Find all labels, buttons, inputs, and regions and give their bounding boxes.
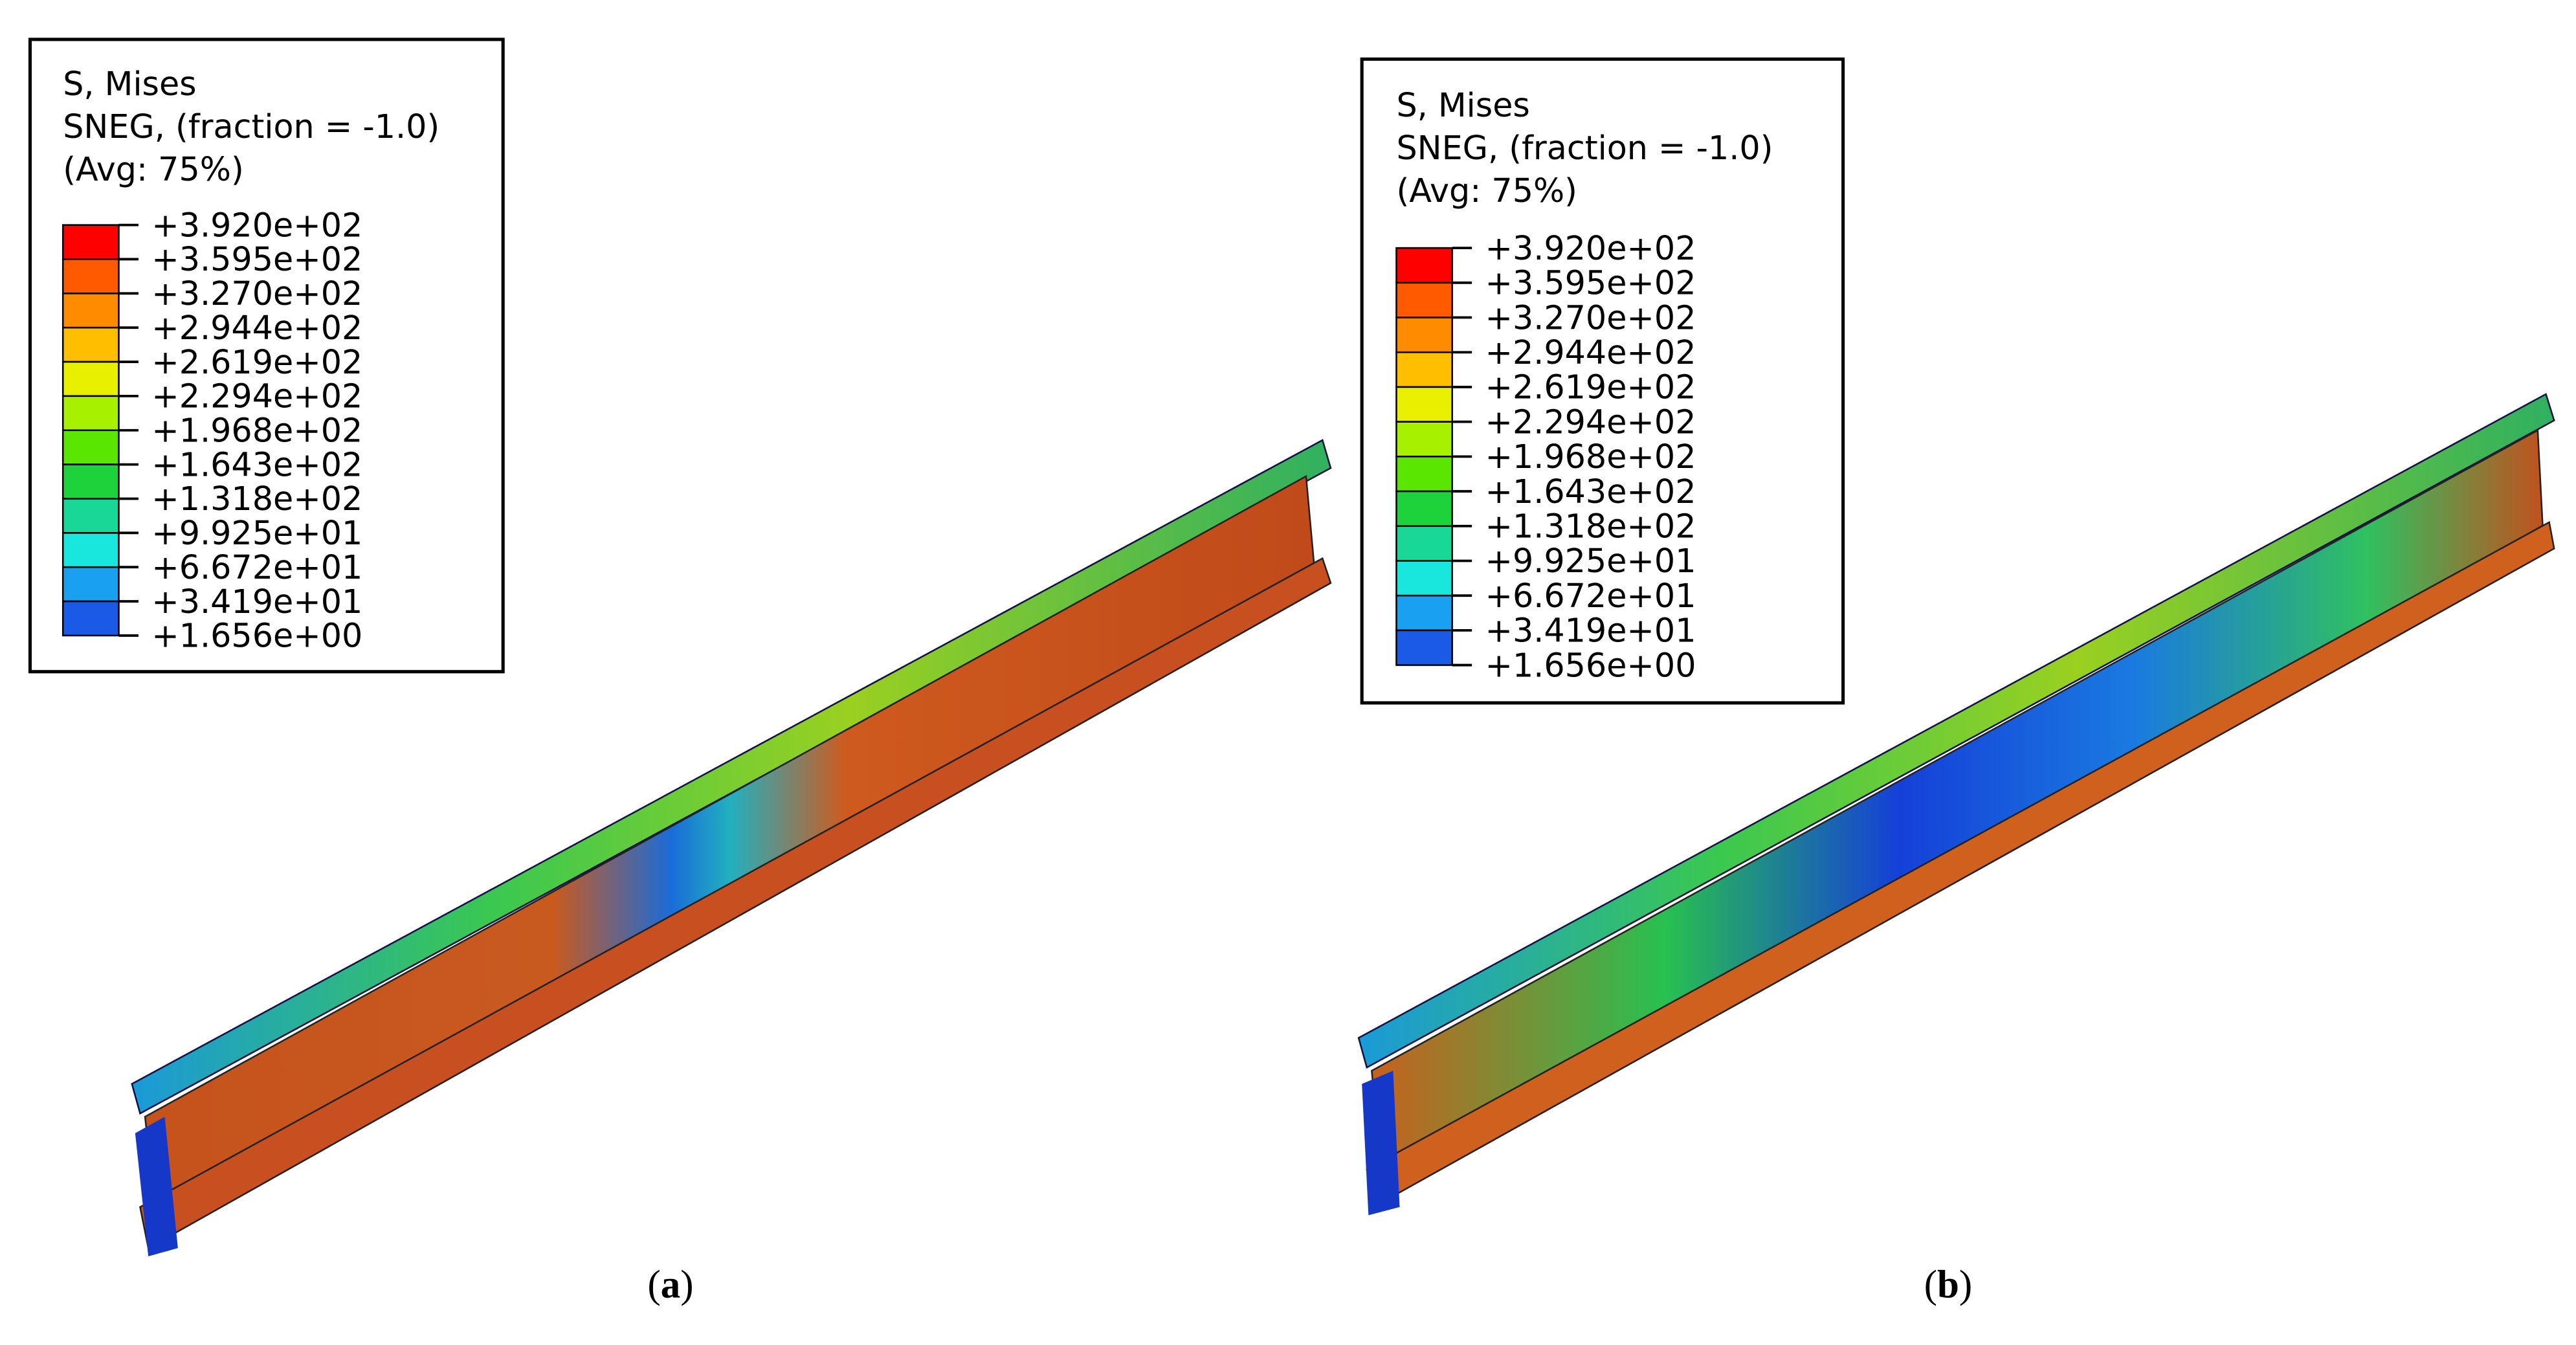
legend-swatch (61, 429, 120, 465)
legend-swatch (61, 532, 120, 568)
caption-part: ) (680, 1263, 693, 1306)
legend-swatch (1395, 351, 1453, 388)
legend-value: +1.968e+02 (1485, 438, 1696, 476)
legend-swatch (61, 293, 120, 329)
legend-value: +3.920e+02 (1485, 229, 1696, 267)
legend-swatch (61, 224, 120, 260)
legend-value: +3.419e+01 (1485, 612, 1696, 650)
end-plate (135, 1117, 178, 1256)
legend-title: (Avg: 75%) (1396, 172, 1577, 210)
caption-part: ) (1959, 1263, 1972, 1306)
legend-value: +3.270e+02 (151, 274, 362, 313)
beam-a (131, 439, 1332, 1256)
top-flange (1357, 393, 2555, 1069)
legend-value: +1.643e+02 (1485, 472, 1696, 511)
legend-value: +2.294e+02 (151, 377, 362, 416)
caption-part: b (1937, 1263, 1959, 1306)
beam-b (1357, 393, 2555, 1216)
legend-swatch (61, 566, 120, 603)
legend-swatch (1395, 421, 1453, 458)
legend-swatch (1395, 560, 1453, 597)
legend-value: +3.419e+01 (151, 583, 362, 621)
legend-swatch (61, 326, 120, 363)
legend-value: +1.318e+02 (1485, 507, 1696, 546)
legend-value: +2.619e+02 (151, 343, 362, 381)
legend-swatch (1395, 386, 1453, 423)
legend-value: +2.944e+02 (151, 309, 362, 347)
legend-swatch (61, 395, 120, 432)
legend-value: +2.944e+02 (1485, 333, 1696, 372)
legend-value: +1.968e+02 (151, 412, 362, 450)
legend-value: +9.925e+01 (151, 514, 362, 552)
legend-value: +1.318e+02 (151, 480, 362, 518)
top-flange (131, 439, 1332, 1115)
legend-value: +3.595e+02 (151, 240, 362, 278)
legend-value: +6.672e+01 (151, 548, 362, 586)
legend-swatch (61, 498, 120, 534)
legend-value: +9.925e+01 (1485, 542, 1696, 580)
caption-part: ( (647, 1263, 660, 1306)
legend-swatch (1395, 594, 1453, 632)
caption: (b) (1924, 1263, 1972, 1306)
legend-value: +2.619e+02 (1485, 368, 1696, 406)
legend-value: +1.656e+00 (1485, 646, 1696, 684)
legend-title: S, Mises (1396, 86, 1529, 124)
legend-title: SNEG, (fraction = -1.0) (63, 107, 439, 146)
legend-swatch (1395, 317, 1453, 353)
legend-swatch (1395, 490, 1453, 528)
legend-swatch (1395, 629, 1453, 666)
legend-value: +1.643e+02 (151, 445, 362, 484)
legend-swatch (1395, 525, 1453, 562)
legend-value: +6.672e+01 (1485, 577, 1696, 615)
legend-value: +1.656e+00 (151, 617, 362, 655)
legend-swatch (1395, 456, 1453, 493)
legend-value: +2.294e+02 (1485, 403, 1696, 441)
legend-swatch (61, 600, 120, 637)
bottom-flange (139, 557, 1332, 1250)
legend-swatch (61, 361, 120, 397)
end-plate (1362, 1071, 1400, 1216)
caption-part: ( (1924, 1263, 1937, 1306)
caption-part: a (661, 1263, 680, 1306)
legend-swatch (1395, 247, 1453, 284)
legend-title: SNEG, (fraction = -1.0) (1396, 129, 1773, 167)
legend-title: S, Mises (63, 65, 196, 103)
legend-swatch (61, 463, 120, 500)
legend-value: +3.595e+02 (1485, 264, 1696, 302)
legend-value: +3.920e+02 (151, 206, 362, 244)
caption: (a) (647, 1263, 693, 1306)
legend-swatch (1395, 282, 1453, 318)
legend-value: +3.270e+02 (1485, 298, 1696, 337)
legend-title: (Avg: 75%) (63, 150, 244, 188)
legend-swatch (61, 258, 120, 295)
